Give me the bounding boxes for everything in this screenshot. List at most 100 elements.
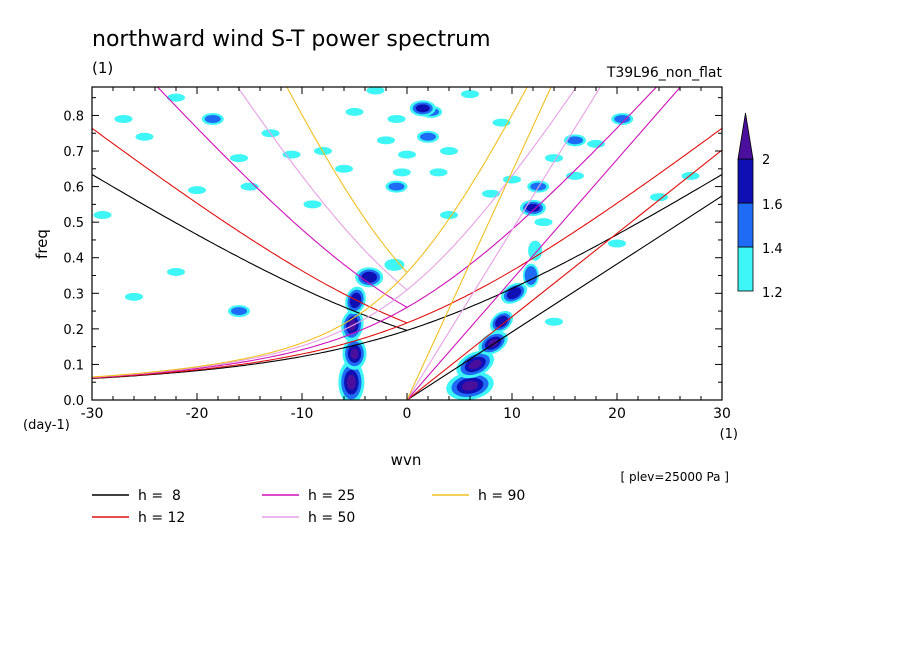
kelvin-curve <box>406 87 552 400</box>
power-region <box>534 218 553 227</box>
colorbar-swatch <box>737 202 754 248</box>
x-tick-label: -30 <box>81 406 104 422</box>
power-region <box>387 115 406 124</box>
power-region <box>566 171 584 180</box>
power-region <box>204 115 221 124</box>
power-region <box>488 339 499 348</box>
power-region <box>492 118 511 127</box>
power-region <box>188 186 206 195</box>
y-tick-label: 0.7 <box>63 145 84 160</box>
power-region <box>461 90 479 99</box>
chart-subtitle-left: (1) <box>92 59 113 77</box>
power-region <box>545 317 563 326</box>
x-axis: -30 -20 -10 0 10 20 30 <box>81 87 731 422</box>
y-tick-label: 0.2 <box>63 323 84 338</box>
x-tick-label: 0 <box>403 406 412 422</box>
kelvin-curve <box>406 195 722 400</box>
power-region <box>303 200 322 209</box>
power-region <box>377 136 395 145</box>
mrg-curve <box>92 127 408 324</box>
legend-label: h = 90 <box>478 488 525 504</box>
x-tick-label: 20 <box>608 406 626 422</box>
power-region <box>415 104 430 113</box>
power-contours <box>93 87 700 400</box>
power-region <box>231 307 247 316</box>
power-region <box>167 93 185 102</box>
power-region <box>346 374 356 390</box>
power-region <box>167 267 185 276</box>
x-axis-unit: (1) <box>720 427 738 442</box>
plev-annotation: [ plev=25000 Pa ] <box>620 470 729 484</box>
colorbar: 1.2 1.4 1.6 2 <box>737 112 783 301</box>
eig-curve <box>92 127 722 379</box>
y-tick-label: 0.4 <box>63 252 84 267</box>
power-region <box>614 115 631 124</box>
mrg-curve <box>156 87 408 308</box>
power-region <box>384 258 405 271</box>
power-region <box>524 266 538 285</box>
x-axis-label: wvn <box>391 451 422 469</box>
x-tick-label: -20 <box>186 406 209 422</box>
legend-label: h = 50 <box>308 510 355 526</box>
power-region <box>114 115 133 124</box>
kelvin-curve <box>406 149 722 400</box>
colorbar-swatch <box>737 246 754 292</box>
y-axis-unit: (day-1) <box>23 418 70 433</box>
power-region <box>567 136 583 145</box>
power-region <box>528 240 543 261</box>
power-region <box>388 182 405 191</box>
legend-label: h = 12 <box>138 510 185 526</box>
power-region <box>650 193 668 202</box>
colorbar-label: 1.6 <box>762 198 783 213</box>
power-region <box>135 132 154 141</box>
colorbar-label: 2 <box>762 153 770 168</box>
power-region <box>468 359 482 370</box>
y-tick-label: 0.1 <box>63 358 84 373</box>
power-region <box>482 189 500 198</box>
power-region <box>335 164 353 173</box>
power-region <box>587 139 605 148</box>
colorbar-swatch <box>737 158 754 204</box>
power-region <box>429 168 448 177</box>
mrg-curve <box>286 87 408 273</box>
mrg-curve <box>236 87 408 291</box>
x-tick-label: 30 <box>713 406 731 422</box>
colorbar-label: 1.4 <box>762 242 783 257</box>
x-tick-label: -10 <box>291 406 314 422</box>
eig-curve <box>92 174 722 380</box>
chart-subtitle-right: T39L96_non_flat <box>606 65 723 81</box>
eig-curve <box>92 87 578 378</box>
legend-label: h = 25 <box>308 488 355 504</box>
power-region <box>545 154 563 163</box>
power-region <box>440 211 458 220</box>
y-tick-label: 0.6 <box>63 181 84 196</box>
kelvin-curve <box>406 87 601 400</box>
x-tick-label: 10 <box>503 406 521 422</box>
legend: h = 8 h = 12 h = 25 h = 50 h = 90 <box>92 488 525 526</box>
eig-curve <box>92 87 528 378</box>
y-tick-label: 0.3 <box>63 287 84 302</box>
y-tick-label: 0.0 <box>63 394 84 409</box>
power-region <box>420 132 436 141</box>
power-region <box>366 87 385 95</box>
power-region <box>361 271 378 283</box>
power-region <box>398 150 416 159</box>
power-region <box>461 380 479 391</box>
power-region <box>230 154 248 163</box>
colorbar-triangle <box>737 112 754 160</box>
y-axis: 0.0 0.1 0.2 0.3 0.4 0.5 0.6 0.7 0.8 <box>63 97 722 409</box>
mrg-curve <box>92 174 408 331</box>
kelvin-curve <box>406 87 682 400</box>
power-region <box>282 150 301 159</box>
power-region <box>681 171 700 180</box>
power-region <box>125 292 143 301</box>
power-region <box>345 107 364 116</box>
y-tick-label: 0.8 <box>63 109 84 124</box>
y-tick-label: 0.5 <box>63 216 84 231</box>
power-region <box>506 287 522 300</box>
y-axis-label: freq <box>33 229 51 259</box>
colorbar-label: 1.2 <box>762 286 783 301</box>
power-region <box>495 315 508 328</box>
plot-frame <box>91 86 723 401</box>
